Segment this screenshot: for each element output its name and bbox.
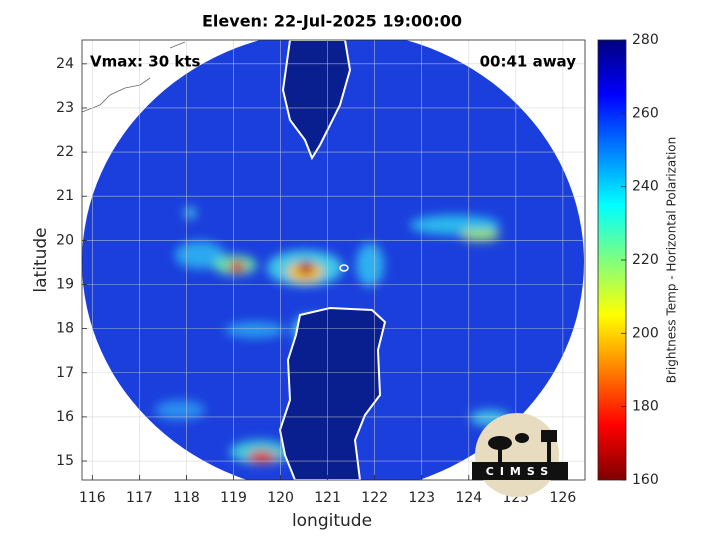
annotation: 00:41 away: [480, 53, 577, 71]
chart-title: Eleven: 22-Jul-2025 19:00:00: [202, 12, 462, 31]
colorbar-tick-label: 260: [632, 105, 659, 121]
ticks: 116 117 118 119 120 121 122 123 124 125 1261516171…: [56, 56, 576, 506]
y-tick-label: 22: [56, 144, 74, 160]
x-tick-label: 120: [267, 490, 294, 506]
imagery: [82, 40, 584, 480]
luzon: [278, 306, 387, 480]
taiwan: [281, 40, 352, 161]
y-axis-label: latitude: [31, 227, 51, 292]
y-tick-label: 21: [56, 188, 74, 204]
x-tick-label: 119: [220, 490, 247, 506]
x-tick-label: 124: [455, 490, 482, 506]
x-tick-label: 118: [173, 490, 200, 506]
colorbar-tick-label: 160: [632, 472, 659, 488]
colorbar-tick-label: 240: [632, 179, 659, 195]
colorbar-label: Brightness Temp - Horizontal Polarizatio…: [665, 137, 679, 384]
x-tick-label: 123: [408, 490, 435, 506]
x-axis-label: longitude: [292, 511, 372, 531]
colorbar-tick-label: 220: [632, 252, 659, 268]
x-tick-label: 126: [550, 490, 577, 506]
x-tick-label: 121: [314, 490, 341, 506]
y-tick-label: 17: [56, 365, 74, 381]
y-tick-label: 18: [56, 321, 74, 337]
x-tick-label: 116: [79, 490, 106, 506]
annotation: Vmax: 30 kts: [90, 53, 200, 71]
y-tick-label: 23: [56, 100, 74, 116]
y-tick-label: 20: [56, 232, 74, 248]
grid: [82, 40, 585, 480]
axes-box: [81, 39, 586, 481]
y-tick-label: 19: [56, 276, 74, 292]
x-tick-label: 122: [361, 490, 388, 506]
colorbar-tick-label: 180: [632, 399, 659, 415]
x-tick-label: 117: [126, 490, 153, 506]
logo-text: CIMSS: [486, 465, 554, 478]
y-tick-label: 15: [56, 453, 74, 469]
y-tick-label: 16: [56, 409, 74, 425]
colorbar-ticks: 160 180 200 220 240 260 280: [621, 32, 659, 488]
y-tick-label: 24: [56, 56, 74, 72]
colorbar-tick-label: 280: [632, 32, 659, 48]
colorbar-tick-label: 200: [632, 325, 659, 341]
logo: CIMSS: [472, 413, 568, 497]
